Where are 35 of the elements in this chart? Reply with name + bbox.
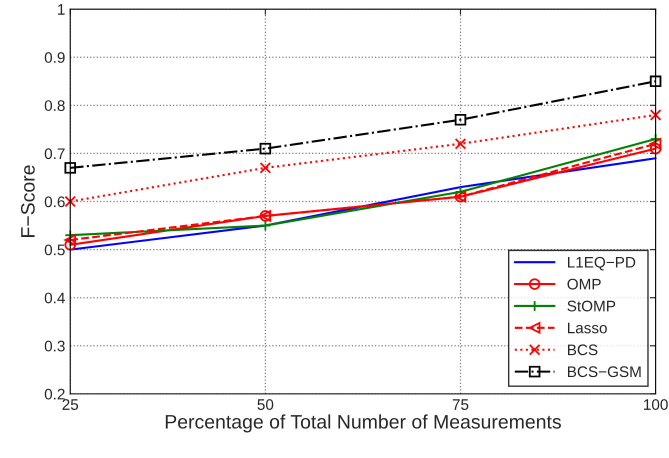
point [260,220,272,232]
y-tick-label: 0.3 [44,340,65,352]
x-tick-label: 25 [62,399,78,410]
point [454,138,466,150]
y-tick-label: 0.8 [44,100,65,112]
x-axis-title: Percentage of Total Number of Measurements [166,414,561,432]
point [454,114,466,126]
y-tick-label: 0.4 [44,292,65,304]
legend-label: BCS−GSM [568,366,641,378]
point [650,76,662,88]
y-tick-label: 1 [58,4,65,15]
point [64,162,76,174]
legend-label: StOMP [567,300,616,312]
y-tick-label: 0.6 [44,196,65,208]
point [650,109,662,121]
point [64,234,76,246]
y-tick-label: 0.7 [44,148,65,160]
point [64,239,76,251]
legend-label: Lasso [568,322,607,334]
point [650,133,662,145]
y-tick-label: 0.9 [44,52,65,63]
x-tick-label: 75 [452,399,468,410]
legend-label: OMP [567,278,601,290]
point [64,196,76,208]
y-tick-label: 0.5 [44,244,65,256]
point [260,162,272,174]
x-tick-label: 50 [257,399,274,410]
x-tick-label: 100 [644,399,668,410]
point [650,138,662,150]
legend-label: BCS [568,344,598,356]
point [260,142,272,154]
y-tick-label: 0.2 [44,388,65,400]
y-axis-title: F−Score [20,165,35,237]
point [650,142,662,154]
legend-label: L1EQ−PD [568,256,636,270]
